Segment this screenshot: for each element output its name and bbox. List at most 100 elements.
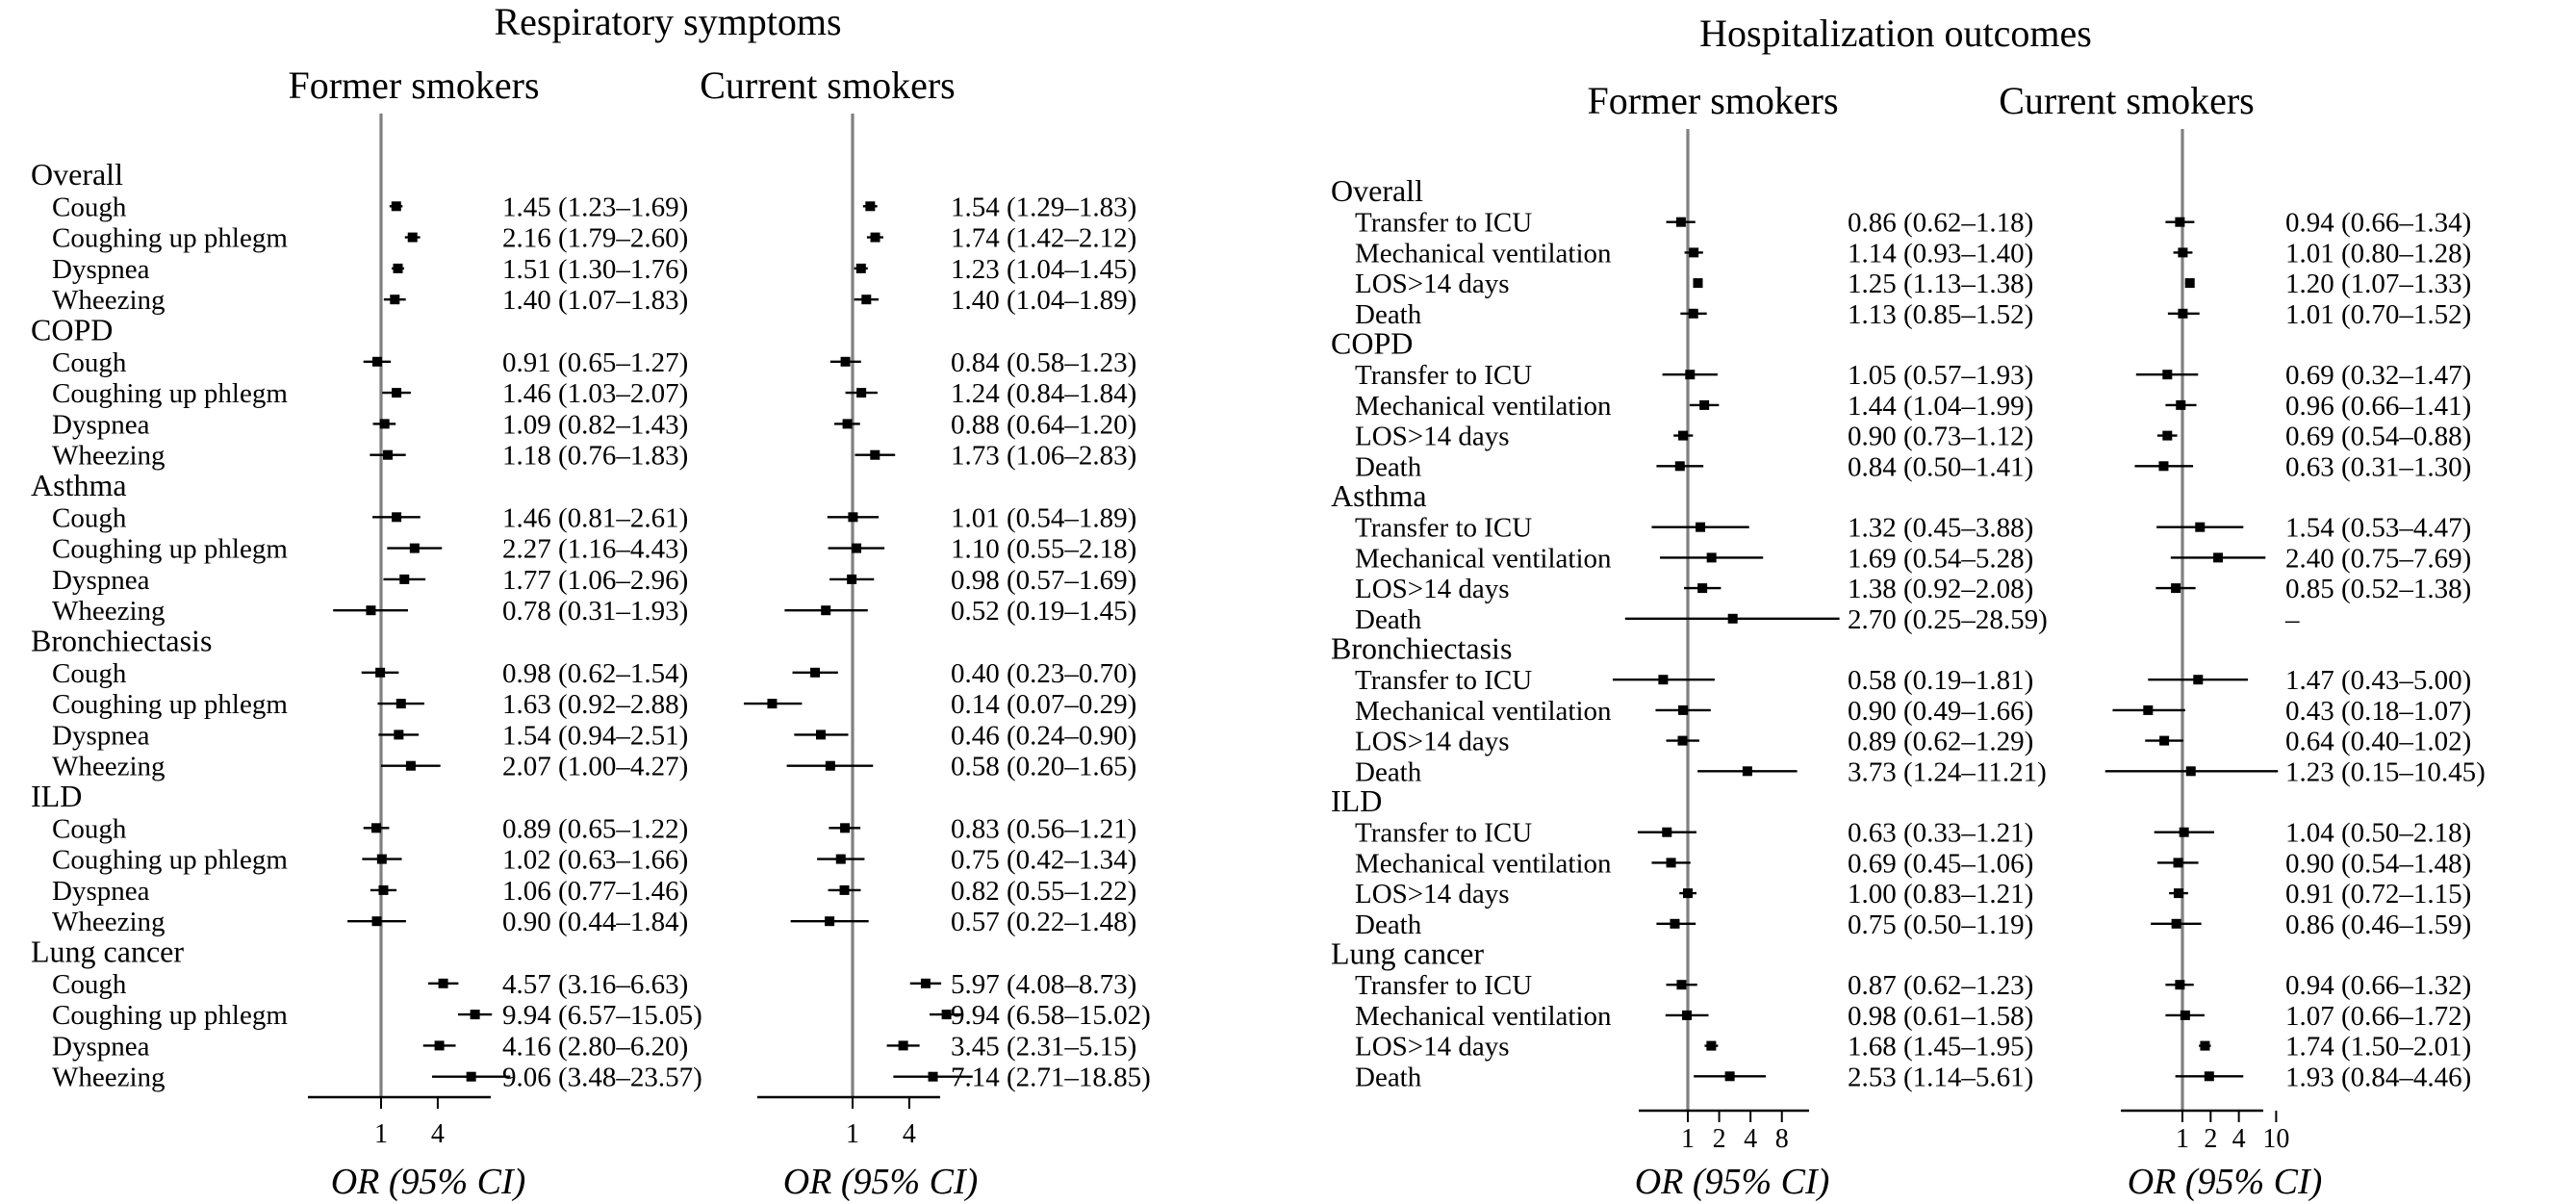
- or-ci-text: 0.64 (0.40–1.02): [2285, 727, 2471, 757]
- point-estimate: [371, 916, 382, 927]
- point-estimate: [2200, 1040, 2210, 1051]
- point-estimate: [2173, 858, 2183, 868]
- or-ci-text: 1.45 (1.23–1.69): [502, 192, 688, 222]
- row-label: Mechanical ventilation: [1355, 543, 1612, 574]
- panel-title: Current smokers: [700, 64, 956, 107]
- or-ci-text: 1.51 (1.30–1.76): [502, 254, 688, 285]
- or-ci-text: 0.94 (0.66–1.32): [2285, 970, 2471, 1001]
- or-ci-text: 0.46 (0.24–0.90): [951, 720, 1136, 751]
- point-estimate: [1727, 613, 1738, 624]
- point-estimate: [407, 232, 418, 243]
- or-ci-text: 3.73 (1.24–11.21): [1848, 756, 2047, 787]
- point-estimate: [1678, 704, 1689, 715]
- point-estimate: [2180, 1010, 2190, 1020]
- x-axis-label: OR (95% CI): [783, 1162, 979, 1202]
- or-ci-text: 2.16 (1.79–2.60): [502, 223, 688, 254]
- row-label: Mechanical ventilation: [1355, 848, 1612, 879]
- or-ci-text: 1.74 (1.50–2.01): [2285, 1032, 2471, 1063]
- or-ci-text: 0.82 (0.55–1.22): [951, 876, 1136, 907]
- or-ci-text: 1.23 (1.04–1.45): [951, 254, 1136, 285]
- or-ci-text: 0.90 (0.73–1.12): [1848, 422, 2033, 452]
- point-estimate: [1696, 522, 1706, 532]
- or-ci-text: 1.09 (0.82–1.43): [502, 409, 688, 440]
- or-ci-text: 0.43 (0.18–1.07): [2285, 696, 2471, 727]
- x-axis-tick-label: 8: [1775, 1124, 1789, 1154]
- point-estimate: [840, 356, 851, 367]
- point-estimate: [391, 201, 401, 212]
- row-label: Transfer to ICU: [1355, 970, 1532, 1001]
- point-estimate: [470, 1010, 480, 1020]
- row-label: LOS>14 days: [1355, 727, 1510, 757]
- or-ci-text: 0.52 (0.19–1.45): [951, 596, 1136, 627]
- row-label: Coughing up phlegm: [52, 378, 288, 409]
- point-estimate: [870, 232, 880, 243]
- or-ci-text: 0.63 (0.31–1.30): [2285, 451, 2471, 482]
- point-estimate: [393, 263, 403, 273]
- or-ci-text: 0.63 (0.33–1.21): [1848, 818, 2033, 849]
- point-estimate: [392, 512, 402, 523]
- point-estimate: [2171, 918, 2181, 929]
- row-label: Dyspnea: [52, 876, 150, 907]
- point-estimate: [2178, 247, 2188, 258]
- row-label: Wheezing: [52, 907, 166, 937]
- or-ci-text: 0.96 (0.66–1.41): [2285, 391, 2471, 422]
- row-label: Dyspnea: [52, 565, 150, 596]
- or-ci-text: 0.98 (0.57–1.69): [951, 565, 1136, 596]
- point-estimate: [1677, 735, 1688, 746]
- or-ci-text: 0.58 (0.19–1.81): [1848, 665, 2033, 696]
- or-ci-text: 1.01 (0.80–1.28): [2285, 238, 2471, 269]
- or-ci-text: 0.88 (0.64–1.20): [951, 409, 1136, 440]
- x-axis-tick-label: 2: [1713, 1124, 1726, 1154]
- or-ci-text: 0.14 (0.07–0.29): [951, 689, 1136, 720]
- point-estimate: [2171, 583, 2181, 594]
- row-label: Transfer to ICU: [1355, 360, 1532, 391]
- or-ci-text: 0.58 (0.20–1.65): [951, 752, 1136, 782]
- row-label: Dyspnea: [52, 720, 150, 751]
- panel-title: Former smokers: [288, 64, 539, 107]
- point-estimate: [395, 699, 406, 709]
- point-estimate: [390, 295, 400, 305]
- point-estimate: [466, 1071, 476, 1082]
- point-estimate: [835, 854, 846, 864]
- point-estimate: [1685, 370, 1696, 380]
- x-axis-tick-label: 2: [2204, 1124, 2217, 1154]
- point-estimate: [1670, 918, 1680, 929]
- row-label: LOS>14 days: [1355, 574, 1510, 604]
- group-label: COPD: [31, 313, 113, 347]
- or-ci-text: 1.73 (1.06–2.83): [951, 441, 1136, 472]
- or-ci-text: 0.75 (0.50–1.19): [1848, 909, 2033, 940]
- or-ci-text: 1.40 (1.04–1.89): [951, 285, 1136, 316]
- row-label: Coughing up phlegm: [52, 534, 288, 565]
- or-ci-text: 0.98 (0.62–1.54): [502, 658, 688, 689]
- row-label: Transfer to ICU: [1355, 208, 1532, 239]
- point-estimate: [2179, 827, 2189, 837]
- row-label: Mechanical ventilation: [1355, 696, 1612, 727]
- point-estimate: [1724, 1071, 1735, 1082]
- point-estimate: [2162, 370, 2173, 380]
- or-ci-text: 0.40 (0.23–0.70): [951, 658, 1136, 689]
- row-label: Transfer to ICU: [1355, 513, 1532, 544]
- or-ci-text: 9.06 (3.48–23.57): [502, 1063, 702, 1093]
- or-ci-text: 1.20 (1.07–1.33): [2285, 269, 2471, 299]
- or-ci-text: 2.07 (1.00–4.27): [502, 752, 688, 782]
- point-estimate: [920, 978, 931, 988]
- point-estimate: [2175, 980, 2185, 990]
- point-estimate: [438, 978, 448, 988]
- forest-panel-1: Respiratory symptoms Former smokers 1 4 OR (…: [31, 0, 842, 1202]
- x-axis-tick-label: 1: [374, 1119, 388, 1149]
- or-ci-text: 0.84 (0.50–1.41): [1848, 451, 2033, 482]
- x-axis-tick-label: 4: [2232, 1124, 2246, 1154]
- group-label: ILD: [31, 779, 82, 813]
- point-estimate: [839, 884, 850, 895]
- point-estimate: [2158, 461, 2169, 472]
- row-label: Death: [1355, 1062, 1422, 1092]
- row-label: Wheezing: [52, 596, 166, 627]
- point-estimate: [2184, 278, 2195, 289]
- point-estimate: [1683, 888, 1693, 899]
- point-estimate: [1682, 1010, 1693, 1020]
- or-ci-text: 0.86 (0.62–1.18): [1848, 208, 2033, 239]
- or-ci-text: 4.57 (3.16–6.63): [502, 969, 688, 1000]
- point-estimate: [825, 916, 835, 927]
- forest-panel-2: Current smokers 1 4 OR (95% CI) 1.54 (1.29–1…: [700, 64, 1151, 1202]
- x-axis-tick-label: 1: [846, 1119, 859, 1149]
